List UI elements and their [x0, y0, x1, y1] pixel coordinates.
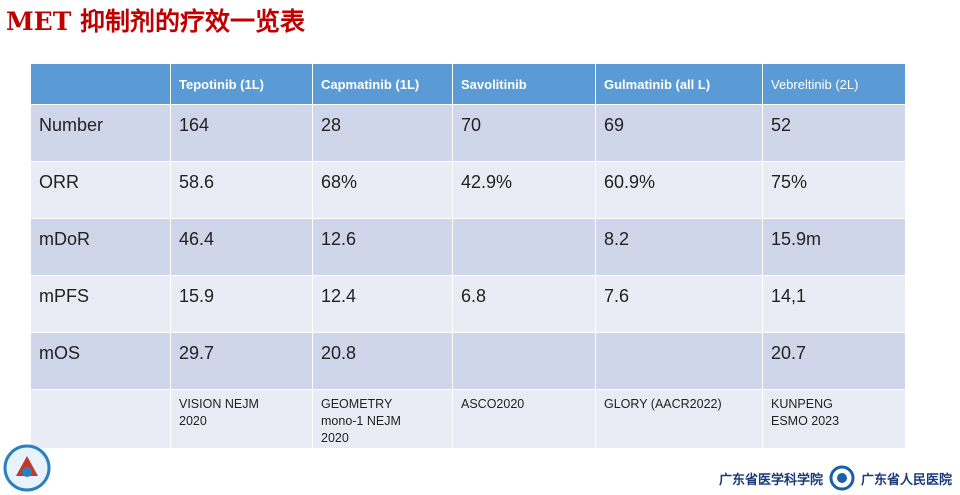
table-cell: 7.6	[595, 275, 763, 333]
header-cell: Tepotinib (1L)	[170, 63, 313, 105]
table-cell: 58.6	[170, 161, 313, 219]
table-cell: 15.9m	[762, 218, 906, 276]
results-table: Tepotinib (1L) Capmatinib (1L) Savolitinib…	[30, 63, 906, 449]
table-row: mDoR 46.4 12.6 8.2 15.9m	[30, 218, 906, 276]
table-cell: 6.8	[452, 275, 596, 333]
header-cell	[30, 63, 171, 105]
table-cell: 46.4	[170, 218, 313, 276]
table-cell: 12.4	[312, 275, 453, 333]
table-row: ORR 58.6 68% 42.9% 60.9% 75%	[30, 161, 906, 219]
table-cell: VISION NEJM 2020	[170, 389, 313, 449]
header-row: Tepotinib (1L) Capmatinib (1L) Savolitinib…	[30, 63, 906, 105]
table-cell: GLORY (AACR2022)	[595, 389, 763, 449]
table-cell: 70	[452, 104, 596, 162]
table-cell: 20.7	[762, 332, 906, 390]
slide-title: MET 抑制剂的疗效一览表	[6, 7, 306, 36]
table-cell	[452, 332, 596, 390]
table-cell: 29.7	[170, 332, 313, 390]
table-cell: GEOMETRY mono-1 NEJM 2020	[312, 389, 453, 449]
table-cell	[452, 218, 596, 276]
table-cell: KUNPENG ESMO 2023	[762, 389, 906, 449]
row-label: mOS	[30, 332, 171, 390]
header-cell: Vebreltinib (2L)	[762, 63, 906, 105]
header-cell: Capmatinib (1L)	[312, 63, 453, 105]
table-cell: 20.8	[312, 332, 453, 390]
table-cell: ASCO2020	[452, 389, 596, 449]
table-cell	[595, 332, 763, 390]
table-cell: 15.9	[170, 275, 313, 333]
row-label: Number	[30, 104, 171, 162]
row-label	[30, 389, 171, 449]
header-cell: Savolitinib	[452, 63, 596, 105]
table-cell: 69	[595, 104, 763, 162]
table-cell: 164	[170, 104, 313, 162]
row-label: mPFS	[30, 275, 171, 333]
header-cell: Gulmatinib (all L)	[595, 63, 763, 105]
footer: 广东省医学科学院 广东省人民医院	[719, 465, 952, 491]
table-cell: 68%	[312, 161, 453, 219]
table-row: mPFS 15.9 12.4 6.8 7.6 14,1	[30, 275, 906, 333]
table-row: mOS 29.7 20.8 20.7	[30, 332, 906, 390]
row-label: ORR	[30, 161, 171, 219]
institution: 广东省人民医院	[860, 472, 952, 488]
table-cell: 14,1	[762, 275, 906, 333]
table-cell: 28	[312, 104, 453, 162]
table-row: Number 164 28 70 69 52	[30, 104, 906, 162]
table-row: VISION NEJM 2020 GEOMETRY mono-1 NEJM 202…	[30, 389, 906, 449]
table-cell: 42.9%	[452, 161, 596, 219]
table-cell: 52	[762, 104, 906, 162]
hospital-logo	[3, 444, 51, 492]
row-label: mDoR	[30, 218, 171, 276]
institution: 广东省医学科学院	[718, 472, 823, 488]
table-cell: 60.9%	[595, 161, 763, 219]
institution-logo	[829, 465, 855, 491]
table-cell: 8.2	[595, 218, 763, 276]
table-cell: 75%	[762, 161, 906, 219]
table-cell: 12.6	[312, 218, 453, 276]
